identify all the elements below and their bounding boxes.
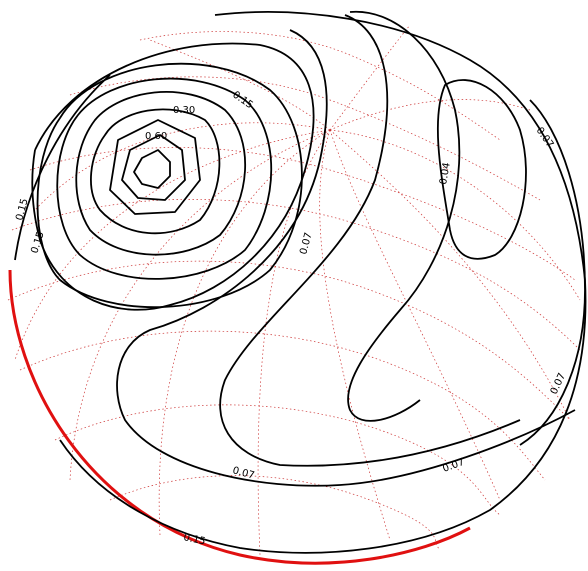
grid-arc-7 <box>69 76 541 201</box>
grid-mer-6 <box>158 129 331 536</box>
contour-s-007 <box>116 29 576 487</box>
grid-mer-10 <box>149 39 331 131</box>
graticule <box>7 24 581 556</box>
contour-label: 0.30 <box>173 105 195 116</box>
contour-outer-015-left <box>14 74 111 261</box>
grid-mer-2 <box>319 129 391 541</box>
contour-label: 0.15 <box>230 89 255 111</box>
grid-arc-8 <box>139 31 501 141</box>
grid-mer-1 <box>257 129 331 556</box>
contours <box>14 10 587 554</box>
contour-peak-4 <box>90 108 221 235</box>
contour-label: 0.07 <box>441 457 466 475</box>
contour-label: 0.60 <box>145 131 167 142</box>
contour-peak-5 <box>75 91 247 256</box>
contour-inner-007 <box>347 10 461 422</box>
contour-band-015 <box>31 42 315 311</box>
contour-peak-6 <box>56 77 273 280</box>
grid-mer-12 <box>329 99 531 131</box>
contour-label: 0.15 <box>14 197 30 221</box>
contour-label: 0.07 <box>298 231 314 255</box>
contour-label: 0.04 <box>438 162 453 186</box>
contour-peak-3 <box>109 119 201 215</box>
grid-mer-5 <box>329 129 581 301</box>
contour-004 <box>437 79 527 260</box>
grid-arc-3 <box>7 260 571 421</box>
grid-mer-3 <box>329 129 501 501</box>
contour-peak-2 <box>121 134 186 201</box>
grid-mer-8 <box>14 129 331 361</box>
rim-arc <box>8 269 471 565</box>
contour-outer-015 <box>59 11 587 554</box>
grid-arc-5 <box>54 404 501 516</box>
grid-arc-2 <box>11 199 581 351</box>
grid-mer-7 <box>69 129 331 481</box>
grid-mer-9 <box>34 122 331 211</box>
contour-peak-1 <box>133 149 171 189</box>
grid-mer-11 <box>329 24 411 131</box>
contour-right-007 <box>519 99 586 446</box>
contour-label: 0.07 <box>549 371 568 396</box>
grid-arc-1 <box>29 147 576 281</box>
contour-mid-007 <box>219 14 521 467</box>
contour-label: 0.15 <box>182 532 206 547</box>
